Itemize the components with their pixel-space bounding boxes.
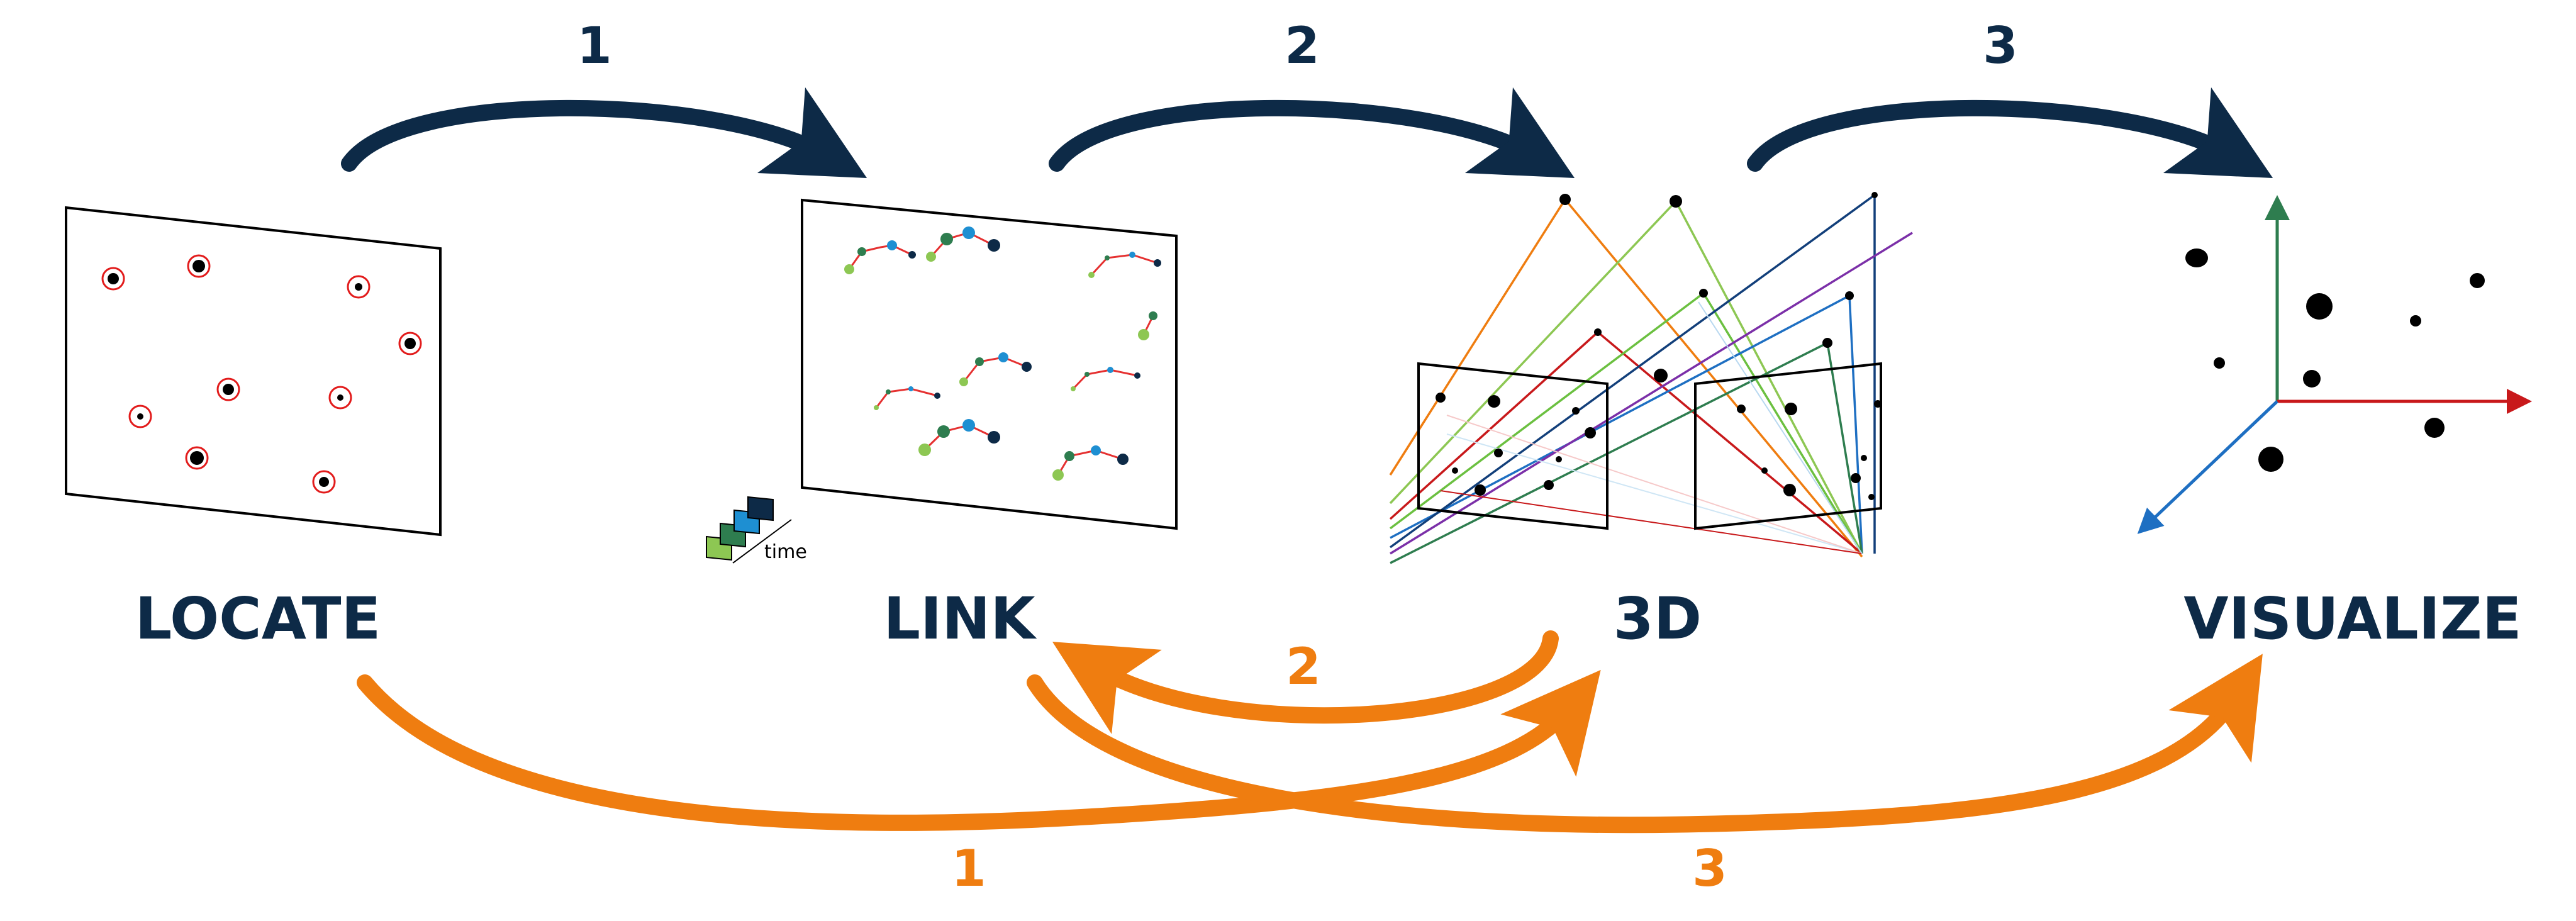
bottom-arrow-1: 1	[357, 669, 1601, 898]
link-panel: time	[706, 198, 1178, 564]
top-arrow-3-number: 3	[1983, 16, 2018, 75]
detection	[312, 470, 336, 494]
bottom-arrow-2-number: 2	[1286, 637, 1321, 696]
track-points	[844, 226, 1161, 481]
top-arrow-1: 1	[341, 16, 867, 178]
time-stack-icon: time	[706, 496, 807, 564]
detection	[216, 377, 240, 401]
top-arrow-2-number: 2	[1285, 16, 1320, 75]
stage-label-visualize: VISUALIZE	[2183, 585, 2521, 652]
camera-a-frame	[1417, 362, 1609, 530]
camera-b-frame	[1694, 362, 1882, 530]
stage-label-3d: 3D	[1614, 585, 1702, 652]
detection	[187, 254, 211, 278]
detection	[398, 332, 422, 355]
top-arrow-1-number: 1	[577, 16, 612, 75]
bottom-arrow-2: 2	[1052, 630, 1559, 734]
camera-b-points	[1737, 400, 1882, 500]
world-points	[1559, 192, 1878, 382]
locate-image-frame	[65, 206, 442, 537]
rays	[1389, 194, 1913, 564]
bottom-arrow-1-number: 1	[951, 839, 986, 898]
link-image-frame	[801, 198, 1178, 530]
detection	[328, 386, 352, 410]
three-d-panel	[1389, 192, 1913, 564]
detection	[101, 267, 125, 291]
visualize-panel	[2137, 195, 2532, 534]
bottom-arrow-3-number: 3	[1692, 839, 1727, 898]
top-arrow-3: 3	[1747, 16, 2273, 178]
detection	[347, 275, 371, 299]
time-label: time	[764, 541, 807, 563]
stage-label-locate: LOCATE	[135, 585, 381, 652]
locate-panel	[65, 206, 442, 537]
detections	[101, 254, 422, 494]
stage-label-link: LINK	[883, 585, 1037, 652]
camera-a-points	[1436, 393, 1596, 496]
bottom-arrow-3: 3	[1027, 654, 2263, 898]
visualized-points	[2185, 248, 2485, 472]
detection	[185, 446, 209, 470]
z-axis	[2137, 400, 2278, 534]
top-arrow-2: 2	[1049, 16, 1575, 178]
detection	[128, 405, 152, 428]
